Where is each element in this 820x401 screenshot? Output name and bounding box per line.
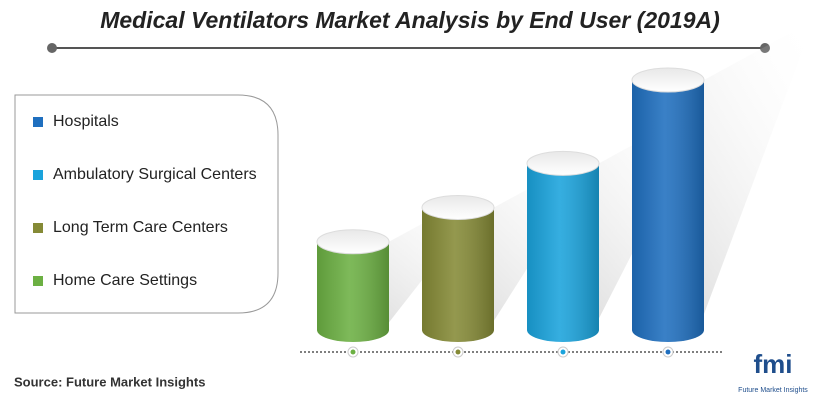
chart-title: Medical Ventilators Market Analysis by E… xyxy=(100,7,720,33)
bar-shade xyxy=(632,80,704,342)
legend-label: Home Care Settings xyxy=(53,272,197,289)
legend-box xyxy=(14,94,279,314)
baseline-dot-inner xyxy=(665,349,671,355)
bar-top xyxy=(421,194,495,220)
bar-top xyxy=(631,67,705,93)
logo-tagline: Future Market Insights xyxy=(738,387,808,394)
bar-top xyxy=(526,150,600,176)
legend-swatch xyxy=(33,276,43,286)
bar-top xyxy=(316,229,390,255)
legend-label: Long Term Care Centers xyxy=(53,219,228,236)
legend-swatch xyxy=(33,170,43,180)
baseline-dot-inner xyxy=(350,349,356,355)
bar-shade xyxy=(422,207,494,342)
baseline-dot-inner xyxy=(560,349,566,355)
baseline-dot-inner xyxy=(455,349,461,355)
bar-shade xyxy=(317,241,389,342)
logo: fmi xyxy=(754,349,793,379)
rule-dot xyxy=(47,43,57,53)
source: Source: Future Market Insights xyxy=(14,374,205,389)
legend-swatch xyxy=(33,223,43,233)
legend-label: Hospitals xyxy=(53,113,119,130)
legend-label: Ambulatory Surgical Centers xyxy=(53,166,257,183)
legend-swatch xyxy=(33,117,43,127)
bar-shade xyxy=(527,163,599,342)
